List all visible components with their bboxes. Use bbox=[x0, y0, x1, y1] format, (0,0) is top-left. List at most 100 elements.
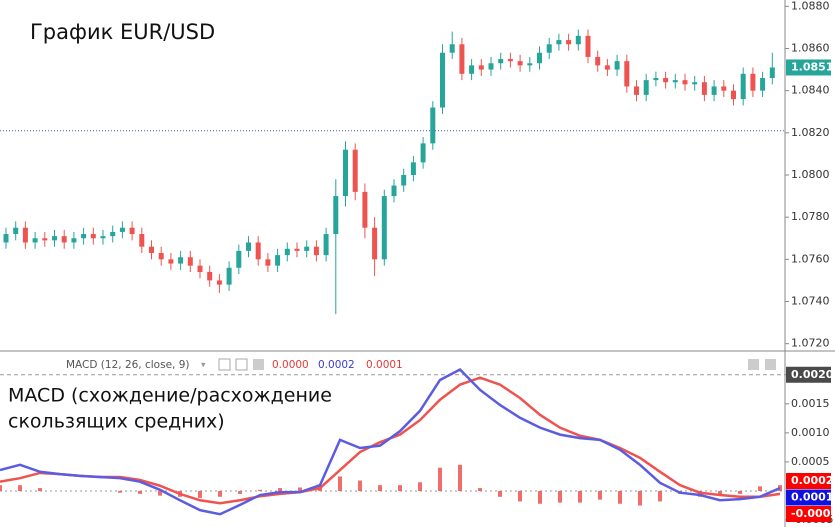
candle-body bbox=[624, 61, 630, 87]
y-tick-label: 1.0860 bbox=[791, 41, 830, 54]
candle-body bbox=[740, 73, 746, 100]
candle bbox=[410, 156, 416, 182]
candle-body bbox=[246, 242, 251, 251]
legend-value: 0.0002 bbox=[318, 359, 355, 371]
candle-body bbox=[614, 61, 620, 70]
icon[interactable] bbox=[253, 359, 264, 370]
candle bbox=[13, 221, 19, 241]
candle-body bbox=[294, 248, 300, 251]
candle bbox=[90, 227, 96, 245]
histogram-bar bbox=[38, 488, 42, 491]
icon[interactable] bbox=[765, 359, 776, 370]
y-tick-label: 1.0800 bbox=[791, 168, 830, 181]
candle bbox=[556, 33, 562, 51]
candle bbox=[81, 227, 87, 245]
candle-body bbox=[3, 234, 9, 243]
candle bbox=[304, 240, 310, 258]
candle-body bbox=[13, 227, 19, 235]
candle-body bbox=[488, 63, 494, 70]
candle bbox=[42, 231, 48, 247]
candle bbox=[216, 274, 222, 294]
candle bbox=[100, 229, 106, 245]
candle-body bbox=[517, 61, 523, 66]
candle-body bbox=[604, 65, 610, 70]
candle-body bbox=[265, 259, 271, 266]
candle-body bbox=[643, 80, 649, 95]
candle-body bbox=[750, 73, 756, 91]
candle-body bbox=[236, 250, 242, 268]
y-tick-label: 1.0760 bbox=[791, 252, 830, 265]
histogram-bar bbox=[638, 490, 642, 506]
candle bbox=[197, 259, 203, 279]
histogram-bar bbox=[458, 464, 462, 491]
candle-body bbox=[682, 80, 688, 85]
candle-body bbox=[323, 234, 329, 256]
candle bbox=[692, 75, 698, 91]
macd-title: скользящих средних) bbox=[8, 411, 225, 433]
candle bbox=[294, 242, 300, 258]
candle bbox=[236, 244, 242, 275]
candle-body bbox=[507, 59, 513, 62]
y-tick-label: 1.0740 bbox=[791, 295, 830, 308]
candle bbox=[158, 246, 164, 266]
candle bbox=[760, 71, 766, 97]
candle bbox=[440, 44, 445, 114]
y-tick-label: 0.0010 bbox=[791, 426, 830, 439]
candle bbox=[246, 236, 251, 258]
candle-body bbox=[634, 86, 639, 95]
candle bbox=[52, 229, 57, 247]
icon[interactable] bbox=[218, 358, 231, 371]
candle bbox=[430, 101, 436, 150]
candle-body bbox=[731, 90, 736, 100]
histogram-bar bbox=[518, 490, 522, 502]
candle bbox=[284, 242, 290, 262]
candle-body bbox=[546, 44, 552, 53]
histogram-bar bbox=[358, 480, 362, 491]
candle-body bbox=[284, 248, 290, 256]
y-tick-label: 1.0880 bbox=[791, 0, 830, 12]
candle bbox=[352, 143, 358, 201]
histogram-bar bbox=[718, 490, 722, 496]
candle bbox=[139, 227, 145, 254]
icon[interactable] bbox=[235, 358, 248, 371]
chart-title: График EUR/USD bbox=[30, 20, 215, 44]
tick-highlight bbox=[786, 366, 831, 383]
candle-body bbox=[527, 63, 533, 66]
candle-body bbox=[22, 227, 28, 243]
candle bbox=[643, 73, 649, 102]
icon[interactable] bbox=[748, 359, 759, 370]
candle-body bbox=[556, 40, 562, 45]
candle bbox=[275, 248, 281, 272]
candle bbox=[575, 29, 581, 51]
candle-body bbox=[110, 231, 116, 237]
histogram-bar bbox=[418, 482, 422, 491]
candle-body bbox=[362, 191, 368, 228]
candle bbox=[71, 231, 77, 249]
candle bbox=[333, 179, 339, 315]
candle-body bbox=[498, 59, 504, 64]
candle-body bbox=[595, 56, 601, 66]
candle-body bbox=[372, 227, 378, 260]
candle bbox=[507, 52, 513, 68]
candle bbox=[449, 31, 455, 60]
histogram-bar bbox=[18, 485, 22, 491]
candle bbox=[168, 253, 174, 270]
candle-body bbox=[537, 52, 542, 64]
candle-body bbox=[81, 234, 87, 239]
candle bbox=[187, 250, 193, 272]
candle bbox=[634, 80, 639, 102]
histogram-bar bbox=[198, 490, 202, 498]
y-tick-label: 1.0720 bbox=[791, 337, 830, 350]
candle-body bbox=[187, 257, 193, 266]
candle-body bbox=[401, 175, 407, 186]
histogram-bar bbox=[538, 490, 542, 504]
y-tick-label: 1.0780 bbox=[791, 210, 830, 223]
candle-body bbox=[711, 86, 717, 95]
candle bbox=[207, 265, 213, 287]
candle-body bbox=[459, 44, 465, 74]
candle-body bbox=[158, 253, 164, 260]
candle-body bbox=[197, 265, 203, 272]
candle bbox=[401, 168, 407, 192]
candle-body bbox=[760, 78, 766, 91]
histogram-bar bbox=[578, 490, 582, 503]
